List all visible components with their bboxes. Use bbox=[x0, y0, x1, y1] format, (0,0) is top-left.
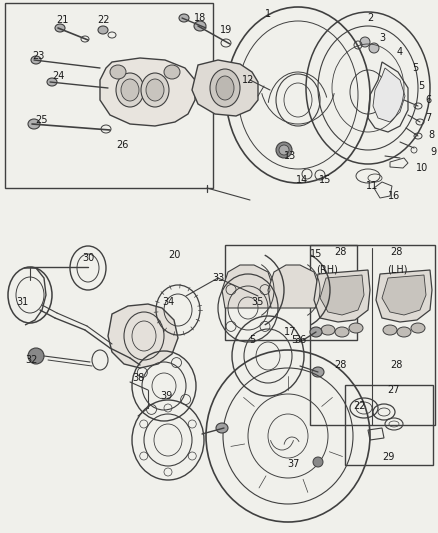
Ellipse shape bbox=[121, 79, 139, 101]
Ellipse shape bbox=[28, 119, 40, 129]
Text: 38: 38 bbox=[132, 373, 144, 383]
Text: 8: 8 bbox=[428, 130, 434, 140]
Polygon shape bbox=[382, 275, 426, 315]
Ellipse shape bbox=[397, 327, 411, 337]
Text: 32: 32 bbox=[26, 355, 38, 365]
Ellipse shape bbox=[31, 56, 41, 64]
Ellipse shape bbox=[411, 323, 425, 333]
Text: 26: 26 bbox=[116, 140, 128, 150]
Ellipse shape bbox=[210, 69, 240, 107]
Ellipse shape bbox=[349, 323, 363, 333]
Text: 6: 6 bbox=[425, 95, 431, 105]
Bar bbox=[310, 245, 435, 425]
Text: 28: 28 bbox=[390, 247, 402, 257]
Ellipse shape bbox=[194, 21, 206, 31]
Text: 12: 12 bbox=[242, 75, 254, 85]
Polygon shape bbox=[376, 270, 432, 322]
Ellipse shape bbox=[216, 423, 228, 433]
Bar bbox=[225, 245, 357, 340]
Text: (LH): (LH) bbox=[387, 265, 407, 275]
Text: 15: 15 bbox=[310, 249, 322, 259]
Text: 28: 28 bbox=[334, 360, 346, 370]
Text: 36: 36 bbox=[294, 335, 306, 345]
Polygon shape bbox=[314, 270, 370, 322]
Polygon shape bbox=[192, 60, 258, 116]
Text: 5: 5 bbox=[412, 63, 418, 73]
Text: 33: 33 bbox=[212, 273, 224, 283]
Text: 17: 17 bbox=[284, 327, 296, 337]
Text: 2: 2 bbox=[367, 13, 373, 23]
Text: 25: 25 bbox=[36, 115, 48, 125]
Text: 15: 15 bbox=[319, 175, 331, 185]
Text: 16: 16 bbox=[388, 191, 400, 201]
Text: 4: 4 bbox=[397, 47, 403, 57]
Text: 1: 1 bbox=[265, 9, 271, 19]
Text: 9: 9 bbox=[430, 147, 436, 157]
Text: 14: 14 bbox=[296, 175, 308, 185]
Text: 21: 21 bbox=[56, 15, 68, 25]
Bar bbox=[5, 3, 213, 188]
Text: 5: 5 bbox=[418, 81, 424, 91]
Text: 29: 29 bbox=[382, 452, 394, 462]
Text: 31: 31 bbox=[16, 297, 28, 307]
Text: 7: 7 bbox=[425, 113, 431, 123]
Ellipse shape bbox=[110, 65, 126, 79]
Polygon shape bbox=[108, 304, 178, 368]
Text: (RH): (RH) bbox=[316, 265, 338, 275]
Ellipse shape bbox=[146, 79, 164, 101]
Text: 18: 18 bbox=[194, 13, 206, 23]
Polygon shape bbox=[320, 275, 364, 315]
Text: 22: 22 bbox=[354, 401, 366, 411]
Ellipse shape bbox=[360, 37, 370, 47]
Ellipse shape bbox=[313, 457, 323, 467]
Text: 30: 30 bbox=[82, 253, 94, 263]
Text: 5: 5 bbox=[291, 335, 297, 345]
Text: 3: 3 bbox=[379, 33, 385, 43]
Text: 28: 28 bbox=[390, 360, 402, 370]
Text: 22: 22 bbox=[97, 15, 109, 25]
Bar bbox=[345, 385, 433, 465]
Text: 19: 19 bbox=[220, 25, 232, 35]
Ellipse shape bbox=[164, 65, 180, 79]
Polygon shape bbox=[373, 68, 405, 122]
Text: 35: 35 bbox=[252, 297, 264, 307]
Ellipse shape bbox=[116, 73, 144, 107]
Text: 27: 27 bbox=[388, 385, 400, 395]
Ellipse shape bbox=[312, 367, 324, 377]
Text: 23: 23 bbox=[32, 51, 44, 61]
Text: 37: 37 bbox=[288, 459, 300, 469]
Ellipse shape bbox=[276, 142, 292, 158]
Ellipse shape bbox=[55, 24, 65, 32]
Ellipse shape bbox=[141, 73, 169, 107]
Text: 34: 34 bbox=[162, 297, 174, 307]
Polygon shape bbox=[268, 265, 320, 308]
Ellipse shape bbox=[279, 145, 289, 155]
Ellipse shape bbox=[179, 14, 189, 22]
Ellipse shape bbox=[216, 76, 234, 100]
Text: 20: 20 bbox=[168, 250, 180, 260]
Text: 39: 39 bbox=[160, 391, 172, 401]
Polygon shape bbox=[222, 265, 274, 308]
Text: 5: 5 bbox=[249, 335, 255, 345]
Ellipse shape bbox=[310, 327, 322, 337]
Text: 28: 28 bbox=[334, 247, 346, 257]
Ellipse shape bbox=[321, 325, 335, 335]
Text: 10: 10 bbox=[416, 163, 428, 173]
Ellipse shape bbox=[98, 26, 108, 34]
Ellipse shape bbox=[335, 327, 349, 337]
Text: 11: 11 bbox=[366, 181, 378, 191]
Text: 24: 24 bbox=[52, 71, 64, 81]
Text: 13: 13 bbox=[284, 151, 296, 161]
Ellipse shape bbox=[369, 43, 379, 53]
Ellipse shape bbox=[47, 78, 57, 86]
Ellipse shape bbox=[383, 325, 397, 335]
Polygon shape bbox=[100, 58, 195, 126]
Ellipse shape bbox=[28, 348, 44, 364]
